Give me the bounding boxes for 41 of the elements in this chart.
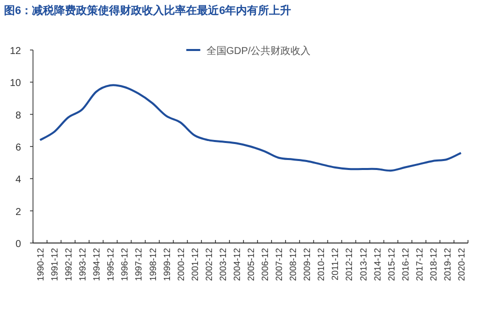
x-tick-label: 2013-12 [358,248,368,282]
x-tick-label: 2012-12 [344,248,354,282]
x-tick-label: 1994-12 [92,248,102,282]
x-tick-label: 1999-12 [162,248,172,282]
x-tick-label: 2004-12 [232,248,242,282]
x-tick-label: 2007-12 [274,248,284,282]
x-tick-label: 1991-12 [50,248,60,282]
y-tick-label: 6 [15,142,22,154]
x-tick-label: 1990-12 [36,248,46,282]
x-tick-label: 2009-12 [302,248,312,282]
y-tick-label: 2 [15,206,22,218]
x-tick-label: 2019-12 [442,248,452,282]
x-tick-label: 2010-12 [316,248,326,282]
x-tick-label: 1998-12 [148,248,158,282]
x-tick-label: 1993-12 [78,248,88,282]
y-tick-label: 12 [10,46,22,57]
legend-label: 全国GDP/公共财政收入 [206,45,311,57]
x-tick-label: 2003-12 [218,248,228,282]
x-tick-label: 2017-12 [414,248,424,282]
y-tick-label: 8 [15,110,22,122]
x-tick-label: 2006-12 [260,248,270,282]
title: 图6：减税降费政策使得财政收入比率在最近6年内有所上升 [4,5,292,17]
x-tick-label: 2008-12 [288,248,298,282]
x-tick-label: 2020-12 [456,248,466,282]
x-tick-label: 2002-12 [204,248,214,282]
x-tick-label: 2018-12 [428,248,438,282]
x-tick-label: 1995-12 [106,248,116,282]
x-tick-label: 2005-12 [246,248,256,282]
legend: 全国GDP/公共财政收入 [186,46,311,57]
x-tick-label: 2000-12 [176,248,186,282]
x-tick-label: 1996-12 [120,248,130,282]
x-tick-label: 2015-12 [386,248,396,282]
y-tick-label: 0 [15,239,22,250]
x-tick-label: 1992-12 [64,248,74,282]
x-tick-label: 2001-12 [190,248,200,282]
y-tick-label: 10 [10,78,22,90]
x-tick-label: 2016-12 [400,248,410,282]
x-tick-label: 1997-12 [134,248,144,282]
x-tick-label: 2011-12 [330,248,340,280]
x-tick-label: 2014-12 [372,248,382,282]
y-tick-label: 4 [15,174,22,186]
